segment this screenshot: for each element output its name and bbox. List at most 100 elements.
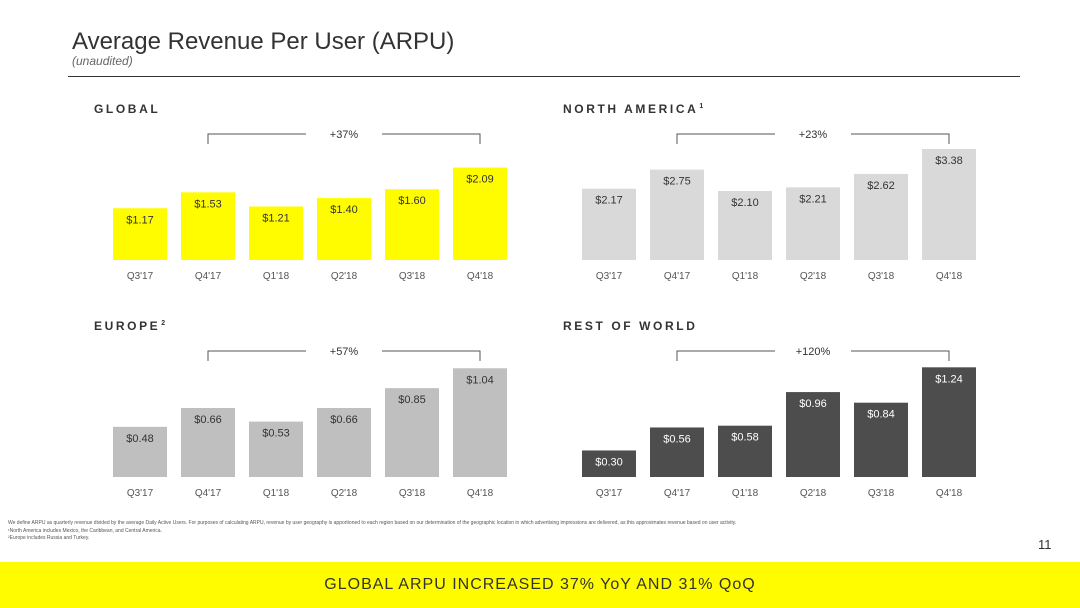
category-label: Q1'18 (732, 488, 759, 499)
panel-title: REST OF WORLD (563, 319, 698, 333)
category-label: Q4'18 (467, 271, 494, 282)
growth-bracket-left (676, 133, 775, 144)
growth-bracket-right (851, 350, 950, 361)
growth-bracket-left (207, 350, 306, 361)
category-label: Q4'18 (467, 488, 494, 499)
growth-label: +23% (799, 129, 828, 141)
footnote-1: ¹North America includes Mexico, the Cari… (8, 527, 162, 534)
growth-bracket-right (382, 133, 481, 144)
bar-value-label: $1.24 (935, 373, 963, 385)
bar-Q4'17 (181, 408, 235, 477)
bar-value-label: $3.38 (935, 155, 963, 167)
bar-Q4'18 (453, 368, 507, 477)
bar-Q1'18 (249, 206, 303, 260)
category-label: Q3'18 (868, 488, 895, 499)
chart-north-america: $2.17 Q3'17 $2.75 Q4'17 $2.10 Q1'18 $2.21 Q2'18… (582, 129, 976, 282)
summary-banner: GLOBAL ARPU INCREASED 37% YoY AND 31% Qo… (0, 562, 1080, 608)
title-divider (68, 76, 1020, 77)
bar-value-label: $1.04 (466, 374, 494, 386)
growth-label: +37% (330, 129, 359, 141)
category-label: Q2'18 (800, 488, 827, 499)
bar-Q3'18 (854, 173, 908, 260)
growth-bracket-right (851, 133, 950, 144)
bar-value-label: $1.60 (398, 195, 426, 207)
bar-Q3'18 (854, 402, 908, 477)
bar-value-label: $2.62 (867, 180, 895, 192)
category-label: Q3'18 (399, 488, 426, 499)
bar-Q4'17 (650, 427, 704, 477)
footnote-2: ²Europe includes Russia and Turkey. (8, 535, 90, 541)
bar-value-label: $0.58 (731, 432, 759, 444)
bar-value-label: $0.66 (330, 414, 358, 426)
growth-label: +120% (796, 346, 831, 358)
category-label: Q3'17 (596, 488, 623, 499)
growth-bracket-right (382, 350, 481, 361)
category-label: Q4'18 (936, 488, 963, 499)
category-label: Q3'18 (399, 271, 426, 282)
category-label: Q1'18 (732, 271, 759, 282)
banner-text: GLOBAL ARPU INCREASED 37% YoY AND 31% Qo… (324, 576, 756, 593)
bar-value-label: $0.85 (398, 394, 426, 406)
bar-value-label: $0.48 (126, 433, 154, 445)
bar-Q3'18 (385, 388, 439, 477)
bar-Q2'18 (317, 408, 371, 477)
panel-rest-of-world: REST OF WORLD $0.30 Q3'17 $0.56 Q4'17 $0.58 Q… (563, 319, 1023, 509)
bar-Q4'17 (181, 192, 235, 260)
chart-global: $1.17 Q3'17 $1.53 Q4'17 $1.21 Q1'18 $1.40 Q2'18… (113, 129, 507, 282)
category-label: Q4'18 (936, 271, 963, 282)
bar-value-label: $2.17 (595, 195, 623, 207)
bar-Q3'17 (113, 208, 167, 260)
growth-label: +57% (330, 346, 359, 358)
category-label: Q2'18 (331, 271, 358, 282)
panel-global: GLOBAL $1.17 Q3'17 $1.53 Q4'17 $1.21 Q1'18 $1.… (94, 102, 554, 292)
bar-Q3'17 (582, 188, 636, 260)
bar-Q3'17 (582, 450, 636, 477)
category-label: Q3'18 (868, 271, 895, 282)
bar-value-label: $1.17 (126, 214, 154, 226)
bar-Q1'18 (718, 425, 772, 477)
panel-title: GLOBAL (94, 102, 161, 116)
category-label: Q3'17 (127, 271, 154, 282)
panel-north-america: NORTH AMERICA1 $2.17 Q3'17 $2.75 Q4'17 $2.10… (563, 102, 1023, 292)
bar-value-label: $1.40 (330, 204, 358, 216)
page-number: 11 (1038, 537, 1052, 552)
bar-Q4'18 (453, 167, 507, 260)
category-label: Q4'17 (195, 488, 222, 499)
panel-title: NORTH AMERICA1 (563, 102, 704, 116)
category-label: Q2'18 (331, 488, 358, 499)
bar-Q1'18 (718, 191, 772, 260)
bar-Q3'18 (385, 189, 439, 260)
chart-europe: $0.48 Q3'17 $0.66 Q4'17 $0.53 Q1'18 $0.66 Q2'18… (113, 346, 507, 499)
slide-subtitle: (unaudited) (72, 54, 133, 68)
panel-europe: EUROPE2 $0.48 Q3'17 $0.66 Q4'17 $0.53 Q1'18 $0… (94, 319, 554, 509)
bar-Q4'18 (922, 148, 976, 260)
bar-value-label: $0.53 (262, 428, 290, 440)
bar-value-label: $0.96 (799, 398, 827, 410)
category-label: Q1'18 (263, 271, 290, 282)
footnotes: We define ARPU as quarterly revenue divi… (8, 520, 998, 543)
bar-value-label: $0.56 (663, 433, 691, 445)
bar-Q4'17 (650, 169, 704, 260)
category-label: Q4'17 (195, 271, 222, 282)
bar-value-label: $2.09 (466, 174, 494, 186)
growth-bracket-left (676, 350, 775, 361)
panel-title: EUROPE2 (94, 319, 166, 333)
growth-bracket-left (207, 133, 306, 144)
category-label: Q4'17 (664, 271, 691, 282)
category-label: Q1'18 (263, 488, 290, 499)
bar-value-label: $0.66 (194, 414, 222, 426)
category-label: Q3'17 (127, 488, 154, 499)
bar-value-label: $2.75 (663, 176, 691, 188)
bar-value-label: $2.10 (731, 197, 759, 209)
category-label: Q4'17 (664, 488, 691, 499)
bar-value-label: $1.21 (262, 212, 290, 224)
bar-value-label: $0.84 (867, 409, 895, 421)
category-label: Q3'17 (596, 271, 623, 282)
bar-Q4'18 (922, 367, 976, 477)
chart-rest-of-world: $0.30 Q3'17 $0.56 Q4'17 $0.58 Q1'18 $0.96 Q2'18… (582, 346, 976, 499)
bar-Q2'18 (786, 187, 840, 260)
slide-title: Average Revenue Per User (ARPU) (72, 28, 455, 55)
bar-Q2'18 (317, 198, 371, 260)
bar-value-label: $0.30 (595, 456, 623, 468)
bar-value-label: $2.21 (799, 193, 827, 205)
